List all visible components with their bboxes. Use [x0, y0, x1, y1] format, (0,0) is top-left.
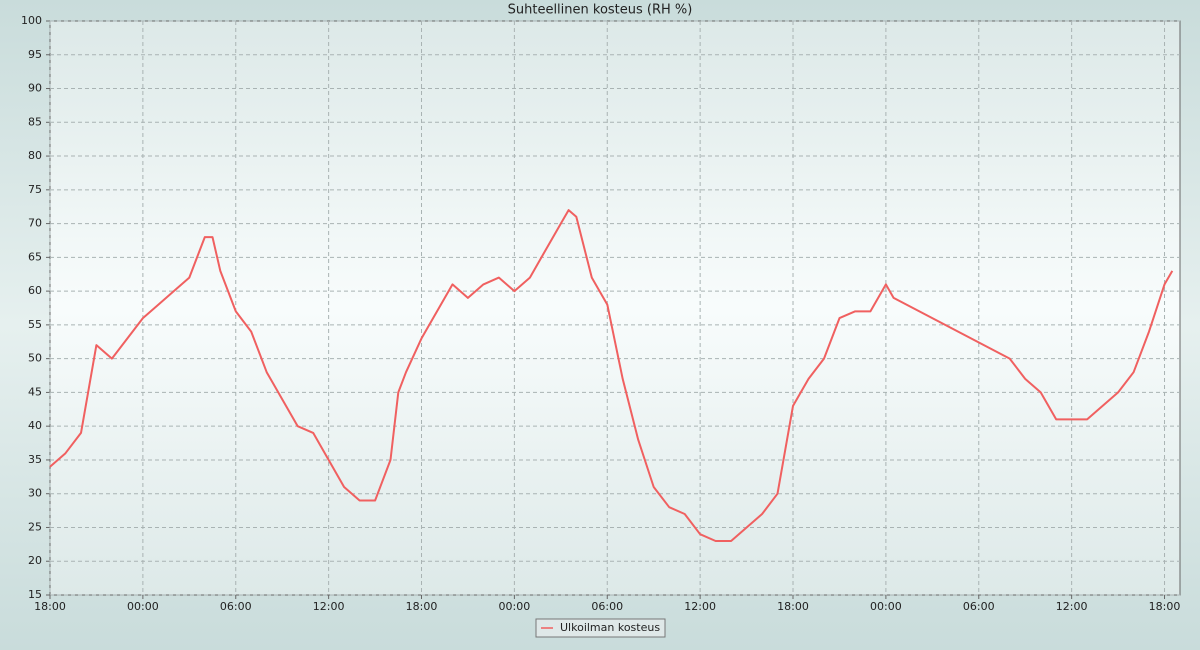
x-tick-label: 18:00: [777, 600, 809, 613]
x-tick-label: 06:00: [963, 600, 995, 613]
y-tick-label: 60: [28, 284, 42, 297]
data-line: [49, 209, 1174, 542]
y-tick-label: 90: [28, 82, 42, 95]
y-tick-label: 20: [28, 554, 42, 567]
y-tick-label: 30: [28, 487, 42, 500]
y-tick-label: 50: [28, 352, 42, 365]
legend: Ulkoilman kosteus: [535, 618, 666, 638]
plot-area: [49, 20, 1181, 596]
x-tick-label: 00:00: [870, 600, 902, 613]
y-tick-label: 75: [28, 183, 42, 196]
x-tick-label: 00:00: [499, 600, 531, 613]
y-tick-label: 95: [28, 48, 42, 61]
y-tick-label: 35: [28, 453, 42, 466]
y-tick-label: 55: [28, 318, 42, 331]
y-tick-label: 85: [28, 115, 42, 128]
y-tick-label: 15: [28, 588, 42, 601]
y-tick-label: 40: [28, 419, 42, 432]
y-tick-label: 25: [28, 520, 42, 533]
x-tick-label: 18:00: [406, 600, 438, 613]
x-tick-label: 12:00: [313, 600, 345, 613]
x-tick-label: 12:00: [1056, 600, 1088, 613]
chart-title: Suhteellinen kosteus (RH %): [508, 3, 693, 18]
legend-label: Ulkoilman kosteus: [560, 621, 660, 634]
legend-box: [535, 618, 666, 638]
y-tick-label: 45: [28, 385, 42, 398]
y-tick-label: 70: [28, 217, 42, 230]
x-tick-label: 06:00: [220, 600, 252, 613]
x-tick-label: 06:00: [591, 600, 623, 613]
y-tick-label: 80: [28, 149, 42, 162]
x-tick-label: 12:00: [684, 600, 716, 613]
y-tick-label: 100: [21, 14, 42, 27]
x-tick-label: 18:00: [1149, 600, 1181, 613]
y-tick-label: 65: [28, 250, 42, 263]
x-tick-label: 00:00: [127, 600, 159, 613]
x-tick-label: 18:00: [34, 600, 66, 613]
